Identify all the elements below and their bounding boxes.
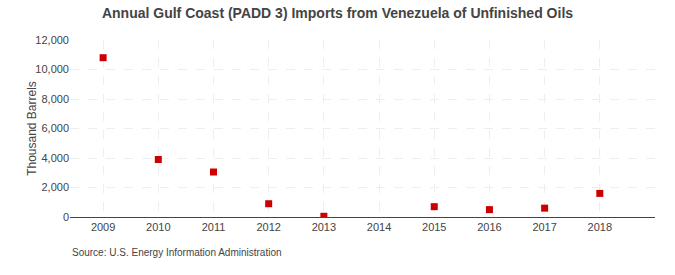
svg-text:2009: 2009: [91, 221, 115, 233]
svg-text:6,000: 6,000: [41, 122, 69, 134]
svg-text:2018: 2018: [588, 221, 612, 233]
svg-text:12,000: 12,000: [35, 34, 69, 46]
svg-text:2015: 2015: [422, 221, 446, 233]
svg-text:0: 0: [63, 211, 69, 223]
svg-text:10,000: 10,000: [35, 63, 69, 75]
svg-text:Annual Gulf Coast (PADD 3) Imp: Annual Gulf Coast (PADD 3) Imports from …: [102, 5, 573, 21]
svg-text:2017: 2017: [532, 221, 556, 233]
svg-text:2016: 2016: [477, 221, 501, 233]
svg-text:Thousand Barrels: Thousand Barrels: [25, 81, 39, 176]
svg-text:8,000: 8,000: [41, 93, 69, 105]
svg-text:2012: 2012: [256, 221, 280, 233]
svg-text:Source: U.S. Energy Informatio: Source: U.S. Energy Information Administ…: [72, 247, 282, 258]
svg-text:2013: 2013: [312, 221, 336, 233]
svg-text:2014: 2014: [367, 221, 391, 233]
svg-text:2011: 2011: [202, 221, 226, 233]
svg-text:2010: 2010: [146, 221, 170, 233]
svg-text:4,000: 4,000: [41, 152, 69, 164]
svg-text:2,000: 2,000: [41, 181, 69, 193]
